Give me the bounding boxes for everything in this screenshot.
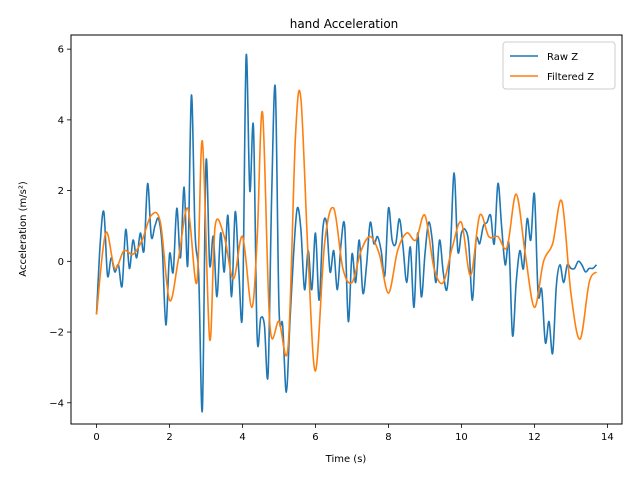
- x-axis-label: Time (s): [325, 454, 367, 465]
- x-tick-label: 14: [601, 432, 614, 443]
- y-tick-label: −2: [49, 328, 64, 339]
- legend-label-raw-z: Raw Z: [547, 52, 578, 63]
- y-tick-label: 0: [58, 257, 64, 268]
- legend-label-filtered-z: Filtered Z: [547, 72, 594, 83]
- plot-area: 0 2 4 6 8 10 12 14 −4 −2 0 2 4 6: [49, 34, 623, 443]
- series-group: [95, 53, 598, 413]
- y-tick-label: −4: [49, 398, 64, 409]
- y-tick-label: 6: [58, 45, 64, 56]
- y-tick-label: 2: [58, 186, 64, 197]
- x-tick-label: 10: [455, 432, 468, 443]
- axes-frame: [70, 34, 623, 425]
- y-axis-label: Acceleration (m/s²): [18, 181, 29, 277]
- legend: Raw Z Filtered Z: [502, 41, 616, 90]
- y-axis-ticks: −4 −2 0 2 4 6: [49, 45, 71, 409]
- x-tick-label: 4: [239, 432, 245, 443]
- x-tick-label: 6: [312, 432, 318, 443]
- chart-title: hand Acceleration: [290, 17, 399, 31]
- legend-box: [502, 41, 616, 90]
- x-tick-label: 12: [528, 432, 541, 443]
- x-tick-label: 2: [166, 432, 172, 443]
- x-tick-label: 8: [385, 432, 391, 443]
- y-tick-label: 4: [58, 115, 64, 126]
- x-axis-ticks: 0 2 4 6 8 10 12 14: [93, 424, 614, 443]
- series-line-filtered-z: [95, 89, 598, 372]
- x-tick-label: 0: [93, 432, 99, 443]
